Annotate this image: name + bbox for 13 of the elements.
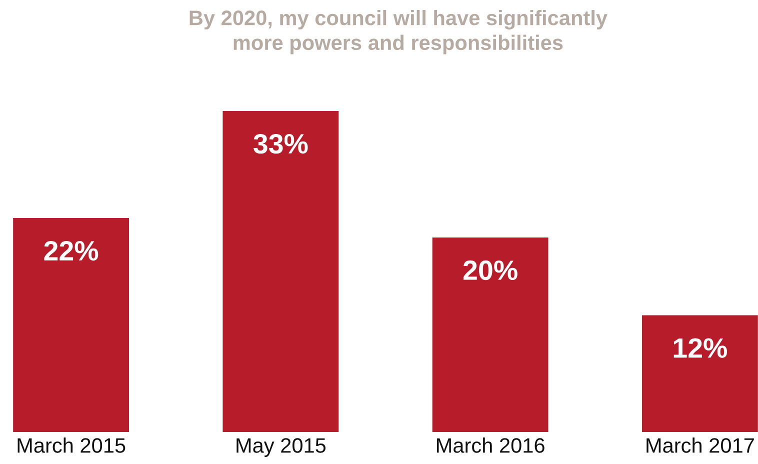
bar <box>432 237 548 432</box>
x-tick-label: March 2015 <box>18 438 126 453</box>
bar <box>222 111 339 432</box>
data-label: 22% <box>44 240 98 261</box>
x-tick-label: March 2017 <box>646 438 754 453</box>
bar <box>642 315 758 432</box>
data-label: 12% <box>674 338 727 358</box>
chart-title: By 2020, my council will have significantly more powers and responsibilities <box>190 10 608 54</box>
x-tick-label: March 2016 <box>437 438 544 453</box>
data-label: 20% <box>463 260 518 280</box>
bar <box>13 218 130 432</box>
x-tick-label: May 2015 <box>236 438 326 457</box>
data-label: 33% <box>254 134 308 154</box>
